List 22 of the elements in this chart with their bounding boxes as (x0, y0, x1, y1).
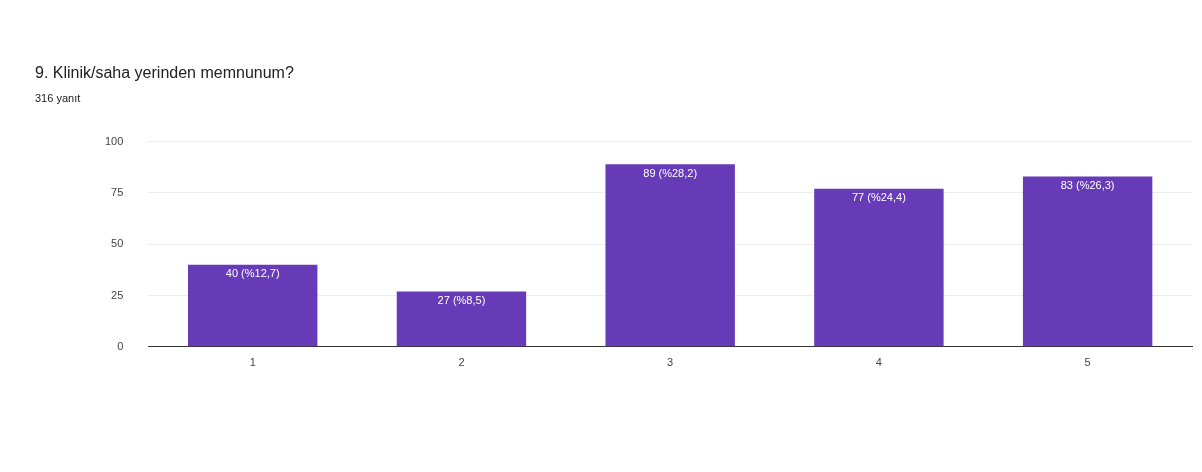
data-label: 40 (%12,7) (225, 267, 280, 280)
text: 316 yanıt (35, 92, 81, 104)
y-tick-label: 25 (111, 288, 124, 301)
bar (396, 291, 527, 347)
x-tick-label: 3 (667, 356, 674, 369)
x-tick-label: 2 (458, 356, 465, 369)
data-label: 83 (%26,3) (1060, 179, 1115, 192)
data-label: 89 (%28,2) (643, 166, 698, 179)
y-tick-label: 0 (117, 339, 124, 352)
bar (1022, 176, 1153, 347)
bar (814, 188, 944, 347)
y-tick-label: 50 (111, 237, 124, 250)
x-tick-label: 5 (1084, 356, 1091, 369)
bar (605, 164, 735, 347)
bar (188, 264, 318, 347)
chart-title: 9. Klinik/saha yerinden memnunum? (35, 64, 294, 82)
x-tick-label: 4 (875, 356, 882, 369)
data-label: 27 (%8,5) (437, 293, 486, 306)
x-tick-label: 1 (249, 356, 256, 369)
y-tick-label: 100 (104, 134, 124, 147)
y-tick-label: 75 (111, 185, 124, 198)
data-label: 77 (%24,4) (852, 191, 906, 204)
